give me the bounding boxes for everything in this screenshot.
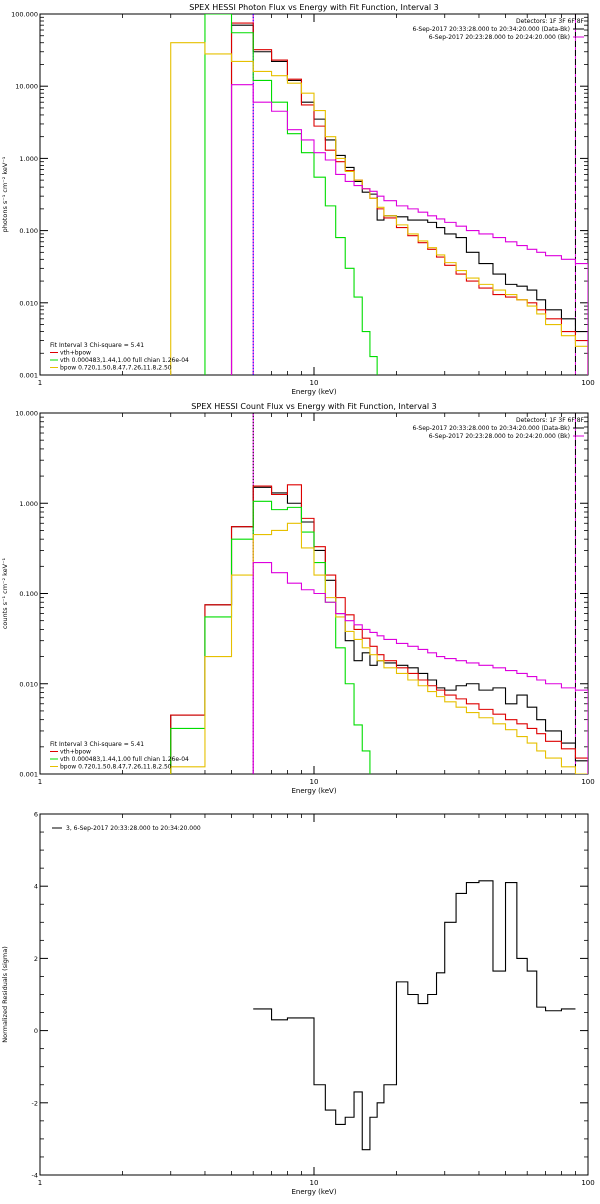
y-tick-label: 0.001 — [19, 771, 38, 779]
x-axis-label: Energy (keV) — [291, 787, 336, 795]
y-tick-label: 0.010 — [19, 299, 38, 307]
y-tick-label: 10.000 — [15, 83, 38, 91]
x-tick-label: 10 — [310, 1179, 319, 1187]
y-tick-label: 4 — [34, 883, 38, 891]
y-tick-label: 0.010 — [19, 680, 38, 688]
legend-left-entry: vth+bpow — [60, 749, 91, 756]
series-bk-line — [252, 562, 588, 774]
y-tick-label: -4 — [32, 1172, 38, 1180]
x-axis-label: Energy (keV) — [291, 1188, 336, 1196]
y-tick-label: -2 — [32, 1099, 38, 1107]
x-tick-label: 1 — [38, 379, 42, 387]
x-tick-label: 100 — [581, 379, 594, 387]
plot-frame — [39, 813, 589, 1176]
y-tick-label: 0 — [34, 1027, 38, 1035]
x-tick-label: 10 — [310, 778, 319, 786]
legend-right-entry: 6-Sep-2017 20:23:28.000 to 20:24:20.000 … — [429, 433, 570, 440]
y-axis-label: Normalized Residuals (sigma) — [1, 946, 9, 1043]
y-tick-label: 100.000 — [11, 11, 38, 19]
series-3-6-sep-2017-20-33-28-00-line — [253, 880, 576, 1151]
legend-right-entry: Detectors: 1F 3F 6F 8F — [516, 417, 585, 424]
y-tick-label: 0.100 — [19, 590, 38, 598]
x-tick-label: 10 — [310, 379, 319, 387]
legend-left-entry: vth 0.000483,1.44,1.00 full chian 1.26e-… — [60, 756, 189, 763]
plot-frame — [39, 13, 589, 376]
y-tick-label: 6 — [34, 811, 38, 819]
series-data-bk-line — [230, 24, 588, 375]
legend-right-entry: Detectors: 1F 3F 6F 8F — [516, 18, 585, 25]
chart-title: SPEX HESSI Count Flux vs Energy with Fit… — [191, 402, 436, 411]
y-tick-label: 1.000 — [19, 500, 38, 508]
legend-right-entry: 6-Sep-2017 20:23:28.000 to 20:24:20.000 … — [429, 34, 570, 41]
legend-left-entry: bpow 0.720,1.50,8.47,7.26,11.8,2.50 — [60, 365, 172, 372]
y-axis-label: photons s⁻¹ cm⁻² keV⁻¹ — [1, 156, 9, 232]
legend-left-entry: vth 0.000483,1.44,1.00 full chian 1.26e-… — [60, 357, 189, 364]
legend-left-entry: Fit Interval 3 Chi-square = 5.41 — [50, 342, 144, 349]
y-tick-label: 0.100 — [19, 227, 38, 235]
legend-left-entry: bpow 0.720,1.50,8.47,7.26,11.8,2.50 — [60, 764, 172, 771]
legend-left-entry: 3, 6-Sep-2017 20:33:28.000 to 20:34:20.0… — [66, 825, 201, 832]
legend-right-entry: 6-Sep-2017 20:33:28.000 to 20:34:20.000 … — [412, 26, 570, 33]
series-vth-bpow-line — [170, 484, 588, 774]
series-bk-line — [230, 84, 588, 375]
legend-left-entry: Fit Interval 3 Chi-square = 5.41 — [50, 741, 144, 748]
y-tick-label: 0.001 — [19, 372, 38, 380]
x-tick-label: 100 — [581, 1179, 594, 1187]
x-tick-label: 1 — [38, 778, 42, 786]
x-tick-label: 1 — [38, 1179, 42, 1187]
legend-right-entry: 6-Sep-2017 20:33:28.000 to 20:34:20.000 … — [412, 425, 570, 432]
series-data-bk-line — [170, 486, 588, 774]
x-tick-label: 100 — [581, 778, 594, 786]
y-tick-label: 2 — [34, 955, 38, 963]
legend-left-entry: vth+bpow — [60, 350, 91, 357]
x-axis-label: Energy (keV) — [291, 388, 336, 396]
series-vth-line — [170, 500, 371, 774]
series-bpow-line — [170, 522, 588, 774]
y-tick-label: 10.000 — [15, 410, 38, 418]
y-tick-label: 1.000 — [19, 155, 38, 163]
y-axis-label: counts s⁻¹ cm⁻² keV⁻¹ — [1, 557, 9, 629]
series-bpow-line — [170, 42, 588, 375]
series-vth-line — [204, 14, 378, 375]
chart-title: SPEX HESSI Photon Flux vs Energy with Fi… — [189, 3, 439, 12]
